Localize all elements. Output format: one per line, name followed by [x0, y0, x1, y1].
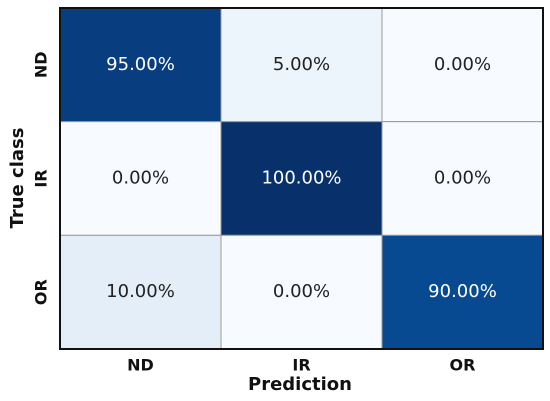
cell-label: 90.00% — [428, 281, 497, 302]
heatmap-cell — [59, 7, 222, 123]
cell-label: 0.00% — [112, 168, 169, 189]
x-tick-label: IR — [292, 356, 310, 375]
cell-label: 0.00% — [273, 281, 330, 302]
x-tick-label: ND — [127, 356, 154, 375]
plot-frame — [59, 7, 544, 350]
x-tick-label: OR — [450, 356, 476, 375]
cell-label: 0.00% — [434, 168, 491, 189]
y-tick-label: ND — [32, 51, 51, 78]
cell-label: 5.00% — [273, 54, 330, 75]
x-axis-title: Prediction — [248, 374, 352, 395]
cell-label: 0.00% — [434, 54, 491, 75]
cell-label: 10.00% — [106, 281, 175, 302]
heatmap-cell — [220, 121, 383, 236]
y-tick-label: OR — [32, 279, 51, 305]
cell-label: 100.00% — [261, 168, 341, 189]
heatmap-cell — [220, 234, 383, 350]
heatmap-cell — [59, 121, 222, 236]
heatmap-cell — [381, 121, 544, 236]
cell-label: 95.00% — [106, 54, 175, 75]
heatmap-cell — [220, 7, 383, 123]
y-axis-title: True class — [7, 128, 28, 229]
y-tick-label: IR — [32, 169, 51, 187]
